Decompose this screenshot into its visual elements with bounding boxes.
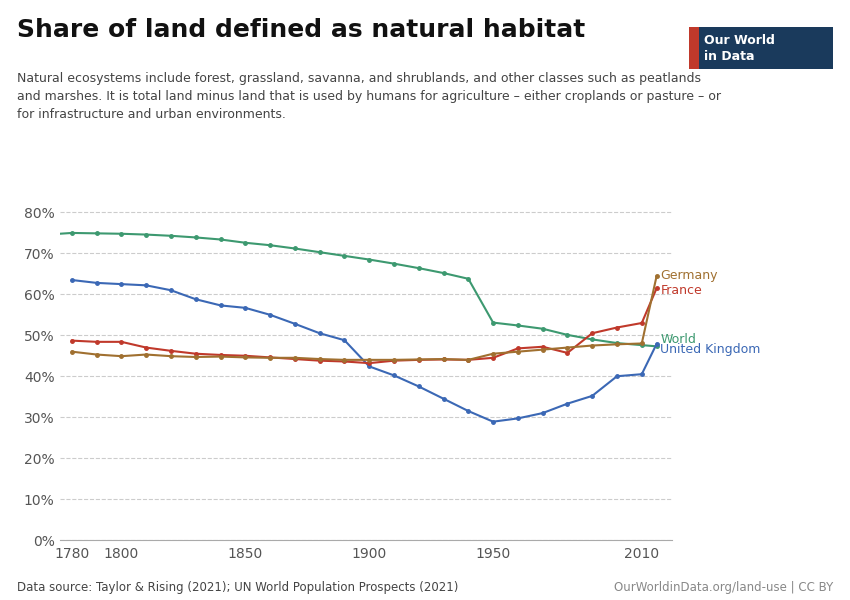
Text: Share of land defined as natural habitat: Share of land defined as natural habitat: [17, 18, 586, 42]
Text: Natural ecosystems include forest, grassland, savanna, and shrublands, and other: Natural ecosystems include forest, grass…: [17, 72, 721, 121]
Text: United Kingdom: United Kingdom: [660, 343, 761, 356]
Text: World: World: [660, 333, 696, 346]
Text: OurWorldinData.org/land-use | CC BY: OurWorldinData.org/land-use | CC BY: [614, 581, 833, 594]
Text: Our World
in Data: Our World in Data: [704, 34, 774, 63]
Text: Germany: Germany: [660, 269, 718, 283]
Text: France: France: [660, 284, 702, 297]
Text: Data source: Taylor & Rising (2021); UN World Population Prospects (2021): Data source: Taylor & Rising (2021); UN …: [17, 581, 458, 594]
